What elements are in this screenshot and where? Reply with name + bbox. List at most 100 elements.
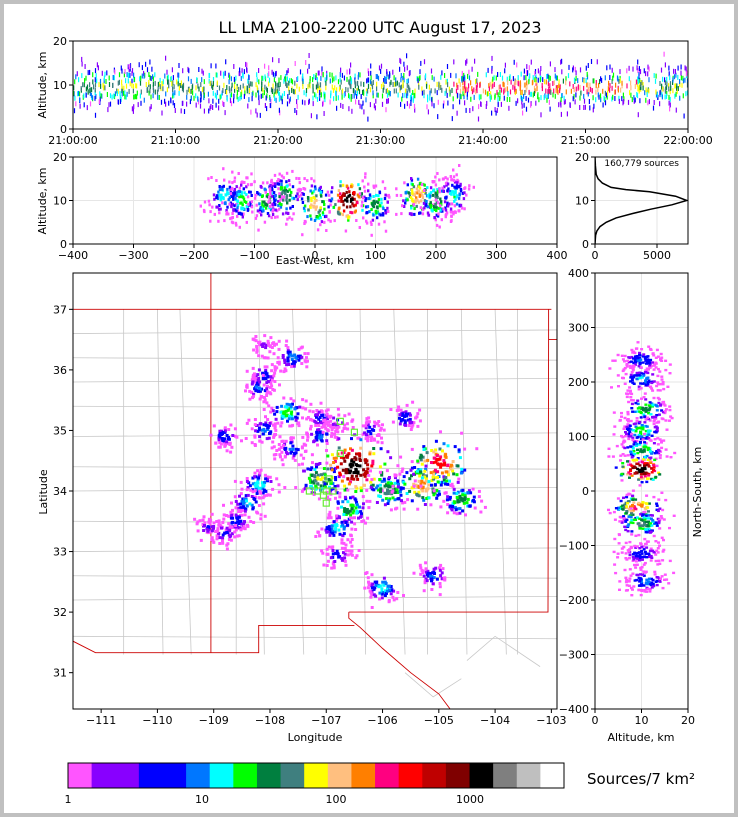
plan-view-source: [305, 417, 309, 421]
ew-source: [277, 207, 281, 211]
plan-view-source: [324, 409, 328, 413]
plan-view-source: [244, 494, 248, 498]
time-altitude-source: [103, 75, 105, 81]
time-altitude-source: [239, 70, 241, 76]
ew-source: [266, 181, 269, 185]
time-altitude-source: [233, 76, 235, 82]
plan-view-source: [418, 563, 422, 567]
ew-source: [233, 188, 237, 191]
ns-source: [630, 474, 634, 477]
time-altitude-source: [369, 87, 372, 93]
plan-view-source: [316, 443, 319, 447]
time-altitude-source: [228, 86, 230, 92]
time-altitude-source: [409, 94, 412, 100]
ew-source: [255, 214, 259, 218]
plan-view-source: [452, 491, 456, 495]
time-altitude-source: [489, 96, 491, 102]
time-altitude-source: [178, 85, 180, 91]
time-altitude-source: [230, 92, 233, 98]
plan-view-source: [396, 491, 400, 494]
plan-view-source: [195, 522, 199, 526]
plan-view-source: [308, 409, 312, 413]
plan-view-source: [257, 376, 261, 380]
time-altitude-source: [659, 90, 661, 96]
plan-view-source: [324, 422, 328, 425]
time-altitude-source: [460, 94, 462, 100]
time-altitude-source: [264, 84, 266, 90]
time-altitude-source: [171, 67, 173, 73]
plan-view-source: [444, 453, 448, 457]
plan-view-source: [429, 577, 433, 580]
time-altitude-source: [461, 70, 463, 76]
plan-view-source: [399, 487, 403, 491]
plan-view-source: [221, 521, 225, 524]
ew-source: [213, 197, 216, 201]
time-altitude-source: [91, 95, 94, 101]
plan-view-source: [287, 407, 291, 411]
plan-view-source: [391, 484, 395, 488]
lma-station-marker: [314, 487, 322, 495]
plan-view-source: [417, 468, 421, 471]
time-altitude-source: [464, 80, 466, 86]
time-altitude-source: [178, 72, 180, 78]
ns-source: [652, 422, 656, 426]
time-altitude-source: [558, 79, 560, 85]
plan-view-source: [237, 534, 241, 538]
time-altitude-source: [172, 80, 174, 86]
ew-source: [350, 184, 353, 188]
time-altitude-source: [99, 96, 101, 102]
plan-view-source: [273, 367, 277, 371]
plan-view-source: [366, 435, 370, 438]
time-altitude-source: [346, 69, 348, 75]
plan-view-source: [254, 500, 258, 504]
ew-source: [419, 199, 423, 203]
plan-view-source: [442, 442, 446, 446]
plan-view-source: [265, 437, 269, 441]
plan-view-source: [216, 528, 220, 532]
ew-source: [459, 189, 463, 193]
plan-view-source: [336, 407, 340, 411]
plan-view-source: [265, 387, 269, 391]
time-altitude-source: [465, 87, 467, 93]
time-altitude-source: [639, 98, 641, 104]
time-altitude-source: [570, 88, 572, 94]
ew-source: [213, 212, 216, 216]
plan-view-source: [228, 443, 232, 446]
ns-source: [635, 439, 639, 443]
plan-view-source: [314, 420, 318, 424]
ns-source: [644, 429, 648, 433]
ew-source: [224, 193, 227, 197]
plan-view-source: [405, 414, 409, 418]
county-boundaries: [73, 309, 557, 698]
plan-view-source: [301, 435, 305, 439]
ew-source: [245, 193, 248, 197]
ns-source: [621, 453, 625, 456]
time-altitude-source: [642, 82, 644, 87]
plan-view-source: [416, 507, 420, 511]
ew-source: [380, 197, 383, 201]
time-altitude-source: [166, 75, 168, 81]
plan-view-source: [253, 475, 257, 479]
plan-view-source: [363, 424, 367, 428]
plan-view-source: [245, 480, 249, 483]
ew-source: [226, 187, 229, 191]
time-altitude-source: [386, 88, 388, 94]
time-altitude-source: [191, 84, 193, 90]
plan-view-source: [350, 437, 353, 441]
plan-view-source: [452, 487, 456, 491]
plan-view-source: [413, 466, 417, 469]
plan-view-source: [332, 416, 336, 420]
ns-source: [661, 383, 665, 386]
time-altitude-source: [177, 77, 179, 83]
ew-source: [384, 211, 388, 215]
ew-source: [353, 197, 356, 201]
plan-view-source: [343, 484, 347, 488]
time-altitude-source: [497, 102, 499, 108]
ew-source: [314, 187, 317, 191]
ew-source: [348, 190, 351, 194]
ew-source: [227, 212, 230, 216]
time-altitude-source: [514, 78, 516, 84]
ns-source: [630, 402, 634, 406]
plan-view-source: [286, 349, 290, 353]
plan-view-source: [290, 358, 294, 361]
